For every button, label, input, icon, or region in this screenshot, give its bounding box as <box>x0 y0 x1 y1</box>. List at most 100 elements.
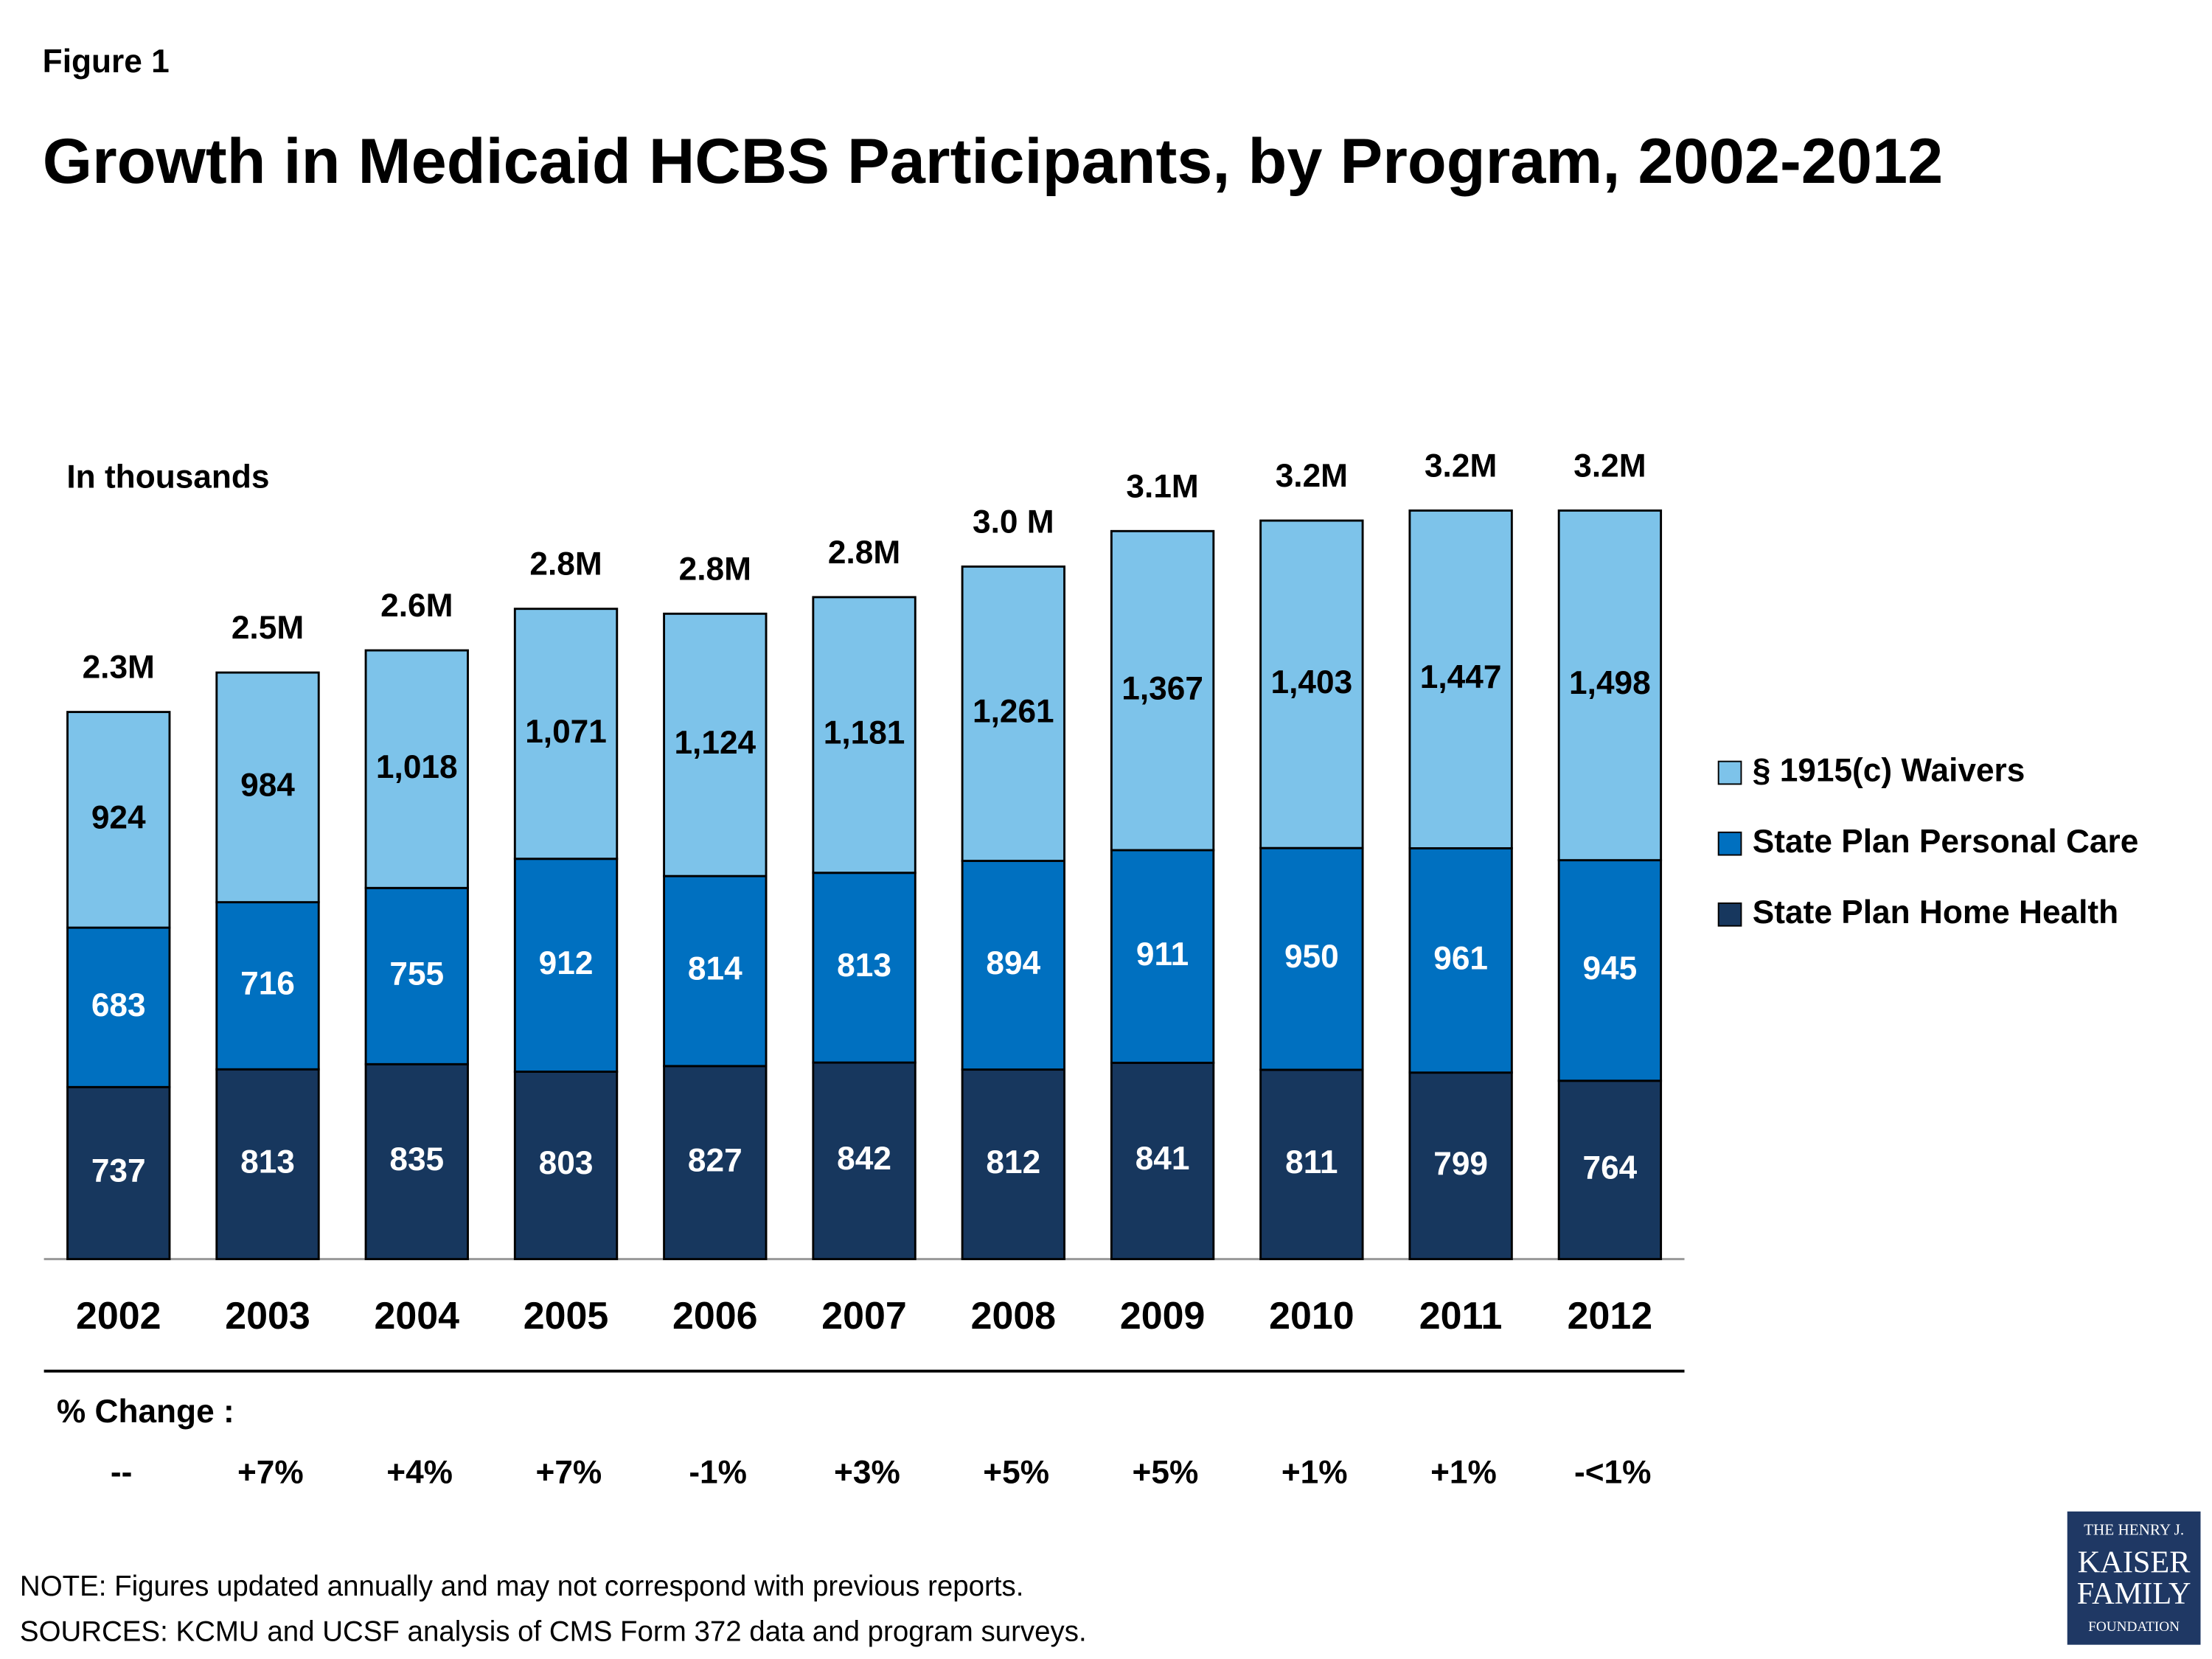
bar-segment <box>215 671 320 904</box>
bar-segment <box>812 596 917 874</box>
x-tick-label: 2009 <box>1120 1295 1205 1338</box>
bar-segment <box>1259 846 1364 1071</box>
bar-segment <box>1259 1068 1364 1261</box>
value-label: 737 <box>91 1153 146 1189</box>
value-label: 984 <box>240 768 295 804</box>
bar-segment <box>66 1085 171 1261</box>
value-label: 961 <box>1433 940 1488 976</box>
total-label: 3.2M <box>1573 448 1646 484</box>
value-label: 945 <box>1583 950 1638 987</box>
pct-change: -- <box>111 1455 132 1491</box>
total-label: 2.6M <box>380 588 453 624</box>
legend-label: § 1915(c) Waivers <box>1753 753 2025 789</box>
legend-swatch <box>1717 902 1742 927</box>
bar-segment <box>364 886 469 1065</box>
pct-change: +5% <box>1133 1455 1199 1491</box>
value-label: 1,367 <box>1121 670 1203 706</box>
pct-change-label: % Change : <box>57 1394 234 1430</box>
x-tick-label: 2012 <box>1568 1295 1652 1338</box>
value-label: 912 <box>539 945 594 981</box>
pct-change: -<1% <box>1574 1455 1651 1491</box>
x-tick-label: 2003 <box>225 1295 310 1338</box>
value-label: 842 <box>837 1141 891 1177</box>
bar-segment <box>1110 529 1215 852</box>
bar-segment <box>364 649 469 889</box>
value-label: 1,071 <box>525 714 607 750</box>
x-tick-label: 2006 <box>672 1295 757 1338</box>
value-label: 1,261 <box>973 694 1054 730</box>
bar-segment <box>1110 849 1215 1064</box>
bar-segment <box>1408 509 1513 849</box>
pct-change: +5% <box>983 1455 1049 1491</box>
bar-segment <box>812 872 917 1064</box>
bar-segment <box>961 565 1066 863</box>
value-label: 894 <box>986 945 1040 981</box>
pct-change: +1% <box>1281 1455 1348 1491</box>
bar-segment <box>663 874 768 1068</box>
total-label: 2.3M <box>83 650 155 686</box>
x-tick-label: 2004 <box>375 1295 460 1338</box>
pct-change: +7% <box>237 1455 304 1491</box>
x-tick-label: 2008 <box>971 1295 1056 1338</box>
x-tick-label: 2002 <box>76 1295 161 1338</box>
x-tick-label: 2007 <box>821 1295 906 1338</box>
bar-segment <box>513 608 619 860</box>
total-label: 2.5M <box>232 610 304 646</box>
value-label: 841 <box>1135 1141 1190 1177</box>
value-label: 811 <box>1285 1144 1338 1180</box>
bar-segment <box>1259 519 1364 849</box>
value-label: 1,181 <box>824 714 905 751</box>
value-label: 924 <box>91 800 146 836</box>
legend-label: State Plan Personal Care <box>1753 824 2138 860</box>
logo-text: KAISER <box>2078 1545 2191 1580</box>
bar-segment <box>663 1065 768 1261</box>
legend-label: State Plan Home Health <box>1753 894 2118 931</box>
legend-swatch <box>1717 831 1742 856</box>
pct-change: +3% <box>834 1455 900 1491</box>
x-tick-label: 2011 <box>1419 1295 1503 1338</box>
chart-title: Growth in Medicaid HCBS Participants, by… <box>42 125 1944 198</box>
logo-box <box>2067 1511 2201 1645</box>
pct-change: +7% <box>536 1455 602 1491</box>
x-tick-label: 2005 <box>524 1295 608 1338</box>
value-label: 950 <box>1284 939 1339 975</box>
note: NOTE: Figures updated annually and may n… <box>20 1571 1024 1602</box>
value-label: 813 <box>837 947 891 984</box>
value-label: 812 <box>986 1144 1040 1180</box>
y-axis-label: In thousands <box>66 459 269 495</box>
value-label: 911 <box>1136 936 1189 973</box>
bar-segment <box>1557 859 1663 1082</box>
bar-segment <box>66 711 171 929</box>
value-label: 1,018 <box>376 749 458 785</box>
total-label: 2.8M <box>828 535 900 571</box>
value-label: 716 <box>240 966 295 1002</box>
bar-segment <box>961 1068 1066 1261</box>
logo-text: FAMILY <box>2077 1576 2191 1611</box>
total-label: 3.2M <box>1276 458 1348 494</box>
value-label: 814 <box>688 951 742 987</box>
bar-segment <box>364 1062 469 1261</box>
total-label: 2.8M <box>679 551 751 587</box>
value-label: 1,447 <box>1420 659 1502 695</box>
bar-segment <box>1557 1079 1663 1261</box>
bar-segment <box>961 860 1066 1071</box>
value-label: 1,498 <box>1569 665 1651 701</box>
total-label: 3.0 M <box>973 504 1054 540</box>
bar-segment <box>1408 847 1513 1074</box>
pct-change: +4% <box>386 1455 453 1491</box>
figure-label: Figure 1 <box>43 44 170 80</box>
pct-change: +1% <box>1430 1455 1497 1491</box>
total-label: 2.8M <box>529 546 602 582</box>
bar-segment <box>1557 509 1663 862</box>
value-label: 803 <box>539 1145 594 1181</box>
value-label: 1,403 <box>1271 664 1353 700</box>
value-label: 683 <box>91 987 146 1023</box>
bar-segment <box>1408 1071 1513 1261</box>
value-label: 827 <box>688 1142 742 1178</box>
pct-change: -1% <box>689 1455 747 1491</box>
logo-text: FOUNDATION <box>2088 1619 2180 1635</box>
total-label: 3.1M <box>1126 468 1198 504</box>
bar-segment <box>513 1070 619 1261</box>
